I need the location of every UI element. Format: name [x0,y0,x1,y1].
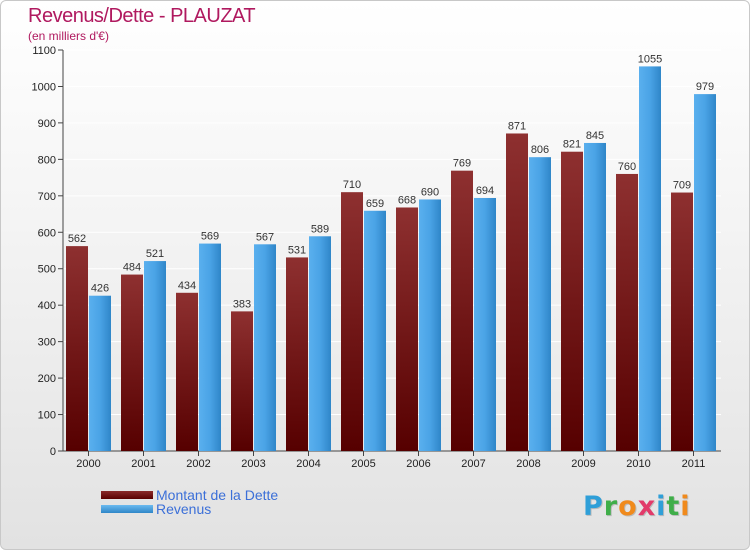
data-label-revenus: 659 [366,198,384,210]
legend-swatch-dette [101,491,153,499]
logo-letter: i [680,491,691,522]
bar-dette [561,151,583,451]
x-tick-label: 2009 [571,458,595,470]
logo-letter: P [583,491,604,522]
legend-label-dette: Montant de la Dette [156,487,279,503]
data-label-dette: 383 [233,298,251,310]
x-tick-label: 2001 [131,458,155,470]
x-tick-label: 2004 [296,458,320,470]
data-label-dette: 769 [453,158,471,170]
x-tick-label: 2000 [76,458,100,470]
x-tick-label: 2011 [682,458,706,470]
bar-revenus [144,261,166,451]
data-label-revenus: 1055 [638,53,662,65]
data-label-revenus: 521 [146,248,164,260]
bar-dette [286,257,308,451]
data-label-dette: 562 [68,233,86,245]
data-label-revenus: 694 [476,185,494,197]
x-tick-label: 2002 [186,458,210,470]
x-tick-label: 2006 [406,458,430,470]
data-label-revenus: 845 [586,130,604,142]
bar-revenus [309,236,331,451]
bar-revenus [89,295,111,451]
bar-dette [66,246,88,451]
data-label-dette: 434 [178,280,196,292]
bar-revenus [364,210,386,451]
logo-letter: x [637,491,657,522]
y-tick-label: 900 [38,118,56,130]
bar-revenus [639,66,661,452]
bar-revenus [584,142,606,451]
data-label-dette: 710 [343,179,361,191]
x-tick-label: 2005 [351,458,375,470]
logo-letter: r [603,491,619,522]
bar-dette [231,311,253,451]
bar-dette [396,207,418,451]
logo-letter: i [656,491,667,522]
bar-revenus [419,199,441,451]
bar-dette [451,170,473,451]
bar-dette [176,292,198,451]
x-tick-label: 2003 [241,458,265,470]
x-tick-label: 2010 [626,458,650,470]
x-tick-label: 2007 [461,458,485,470]
x-tick-label: 2008 [516,458,540,470]
bar-dette [341,192,363,451]
data-label-revenus: 589 [311,223,329,235]
legend-item-dette: Montant de la Dette [101,487,278,503]
legend-swatch-revenus [101,505,153,513]
y-tick-label: 1100 [32,45,56,57]
y-tick-label: 700 [38,191,56,203]
data-label-dette: 821 [563,139,581,151]
data-label-dette: 484 [123,262,141,274]
y-tick-label: 300 [38,337,56,349]
data-label-revenus: 690 [421,186,439,198]
bar-revenus [474,198,496,451]
y-tick-label: 800 [38,154,56,166]
y-tick-label: 1000 [32,81,56,93]
y-tick-label: 500 [38,264,56,276]
bar-dette [616,173,638,452]
y-tick-label: 400 [38,300,56,312]
bar-dette [121,274,143,451]
y-tick-label: 600 [38,227,56,239]
chart-subtitle: (en milliers d'€) [28,29,109,43]
y-tick-label: 0 [50,446,56,458]
logo-letter: o [618,491,638,522]
legend-label-revenus: Revenus [156,501,212,517]
data-label-dette: 760 [618,161,636,173]
bar-revenus [254,244,276,451]
proxiti-logo: Proxiti [583,491,691,522]
y-tick-label: 200 [38,373,56,385]
data-label-dette: 709 [673,180,691,192]
bar-dette [671,192,693,451]
bar-revenus [694,94,716,452]
y-tick-label: 100 [38,410,56,422]
bar-dette [506,133,528,452]
data-label-revenus: 806 [531,144,549,156]
bar-revenus [199,243,221,451]
data-label-revenus: 567 [256,231,274,243]
data-label-revenus: 426 [91,283,109,295]
data-label-dette: 531 [288,244,306,256]
logo-letter: t [666,491,681,522]
data-label-revenus: 979 [696,81,714,93]
data-label-dette: 668 [398,194,416,206]
bar-revenus [529,157,551,451]
data-label-dette: 871 [508,120,526,132]
chart-title: Revenus/Dette - PLAUZAT [28,5,256,27]
legend-item-revenus: Revenus [101,501,211,517]
data-label-revenus: 569 [201,231,219,243]
